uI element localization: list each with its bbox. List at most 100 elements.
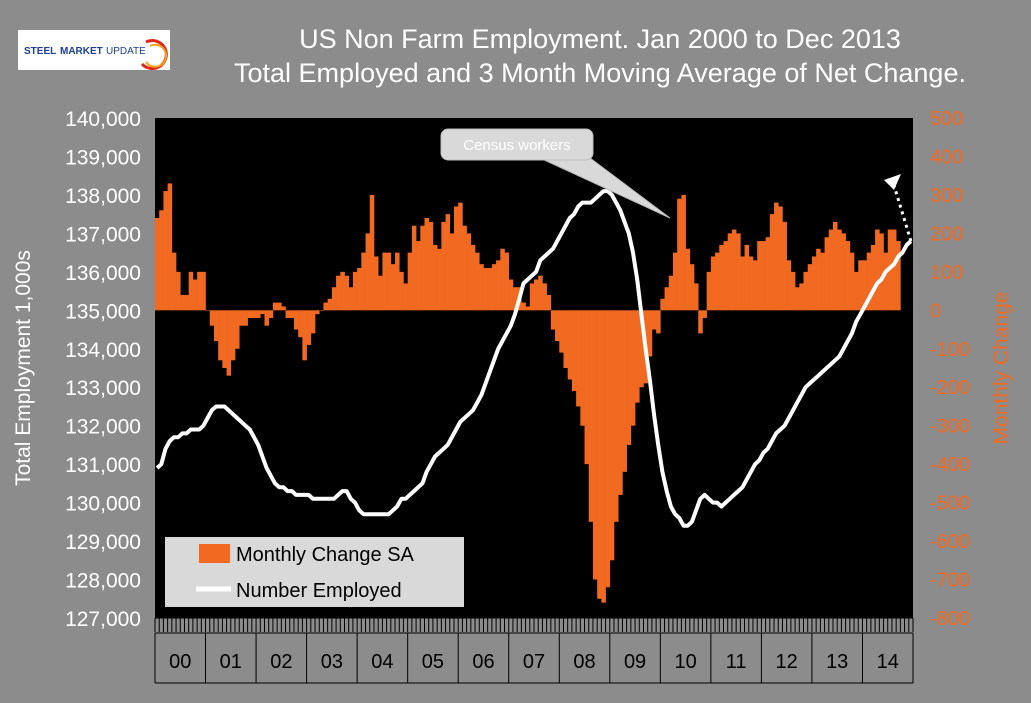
monthly-change-bar [795,287,800,311]
year-label: 02 [270,651,292,673]
monthly-change-bar [559,310,564,353]
left-tick-label: 138,000 [65,185,141,208]
monthly-change-bar [281,306,286,311]
monthly-change-bar [820,252,825,311]
left-axis-title: Total Employment 1,000s [12,250,35,486]
monthly-change-bar [626,310,632,445]
monthly-change-bar [411,225,417,311]
monthly-change-bar [403,283,408,311]
monthly-change-bar [466,233,472,311]
monthly-change-bar [310,310,316,334]
year-label: 07 [523,651,545,673]
monthly-change-bar [424,218,430,311]
monthly-change-bar [251,310,257,318]
right-tick-label: 500 [930,108,963,130]
monthly-change-bar [293,310,299,330]
monthly-change-bar [512,287,518,311]
monthly-change-bar [487,268,493,311]
monthly-change-bar [896,241,901,311]
monthly-change-bar [710,256,716,311]
monthly-change-bar [348,287,354,311]
monthly-change-bar [475,252,480,311]
left-tick-label: 132,000 [65,416,141,439]
year-label: 11 [726,651,747,673]
monthly-change-bar [222,310,227,368]
monthly-change-bar [395,252,400,311]
monthly-change-bar [891,229,897,311]
monthly-change-bar [782,221,787,311]
monthly-change-bar [373,256,379,311]
right-axis-title: Monthly Change [990,292,1013,445]
monthly-change-bar [555,310,560,342]
legend-bar-label: Monthly Change SA [236,544,415,566]
monthly-change-bar [264,310,269,326]
left-tick-label: 139,000 [65,146,141,169]
monthly-change-bar [614,310,619,522]
monthly-change-bar [752,260,758,311]
monthly-change-bar [656,310,661,334]
monthly-change-bar [841,233,846,311]
monthly-change-bar [344,275,350,311]
monthly-change-bar [588,310,594,522]
monthly-change-bar [702,310,707,318]
monthly-change-bar [235,310,240,349]
monthly-change-bar [176,271,181,311]
monthly-change-bar [336,275,341,311]
monthly-change-bar [352,271,358,311]
projection-dotted-line [891,181,913,242]
logo-swoosh-icon: STEEL MARKET UPDATE [24,39,168,70]
year-label: 14 [877,651,899,673]
right-tick-label: -100 [930,339,970,361]
year-label: 08 [573,651,595,673]
monthly-change-bar [883,252,889,311]
monthly-change-bar [315,310,320,315]
monthly-change-bar [479,264,484,311]
monthly-change-bar [866,252,872,311]
monthly-change-bar [432,244,438,311]
steel-market-update-logo: STEEL MARKET UPDATE [18,30,170,70]
monthly-change-bar [816,248,821,311]
monthly-change-bar [757,241,762,311]
monthly-change-bar [563,310,568,368]
monthly-change-bar [192,279,198,311]
monthly-change-bar [180,294,185,311]
monthly-change-bar [731,229,737,311]
monthly-change-bar [761,241,766,311]
monthly-change-bar [875,229,880,311]
monthly-change-bar [407,252,413,311]
monthly-change-bar [803,271,809,311]
right-tick-label: -700 [930,570,970,592]
monthly-change-bar [390,264,396,311]
monthly-change-bar [845,241,851,311]
monthly-change-bar [458,202,463,311]
year-label: 09 [624,651,646,673]
monthly-change-bar [744,244,750,311]
monthly-change-bar [635,310,640,403]
monthly-change-bar [832,221,838,311]
monthly-change-bar [715,252,720,311]
year-label: 04 [371,651,393,673]
number-employed-line [155,189,913,528]
monthly-change-bar [660,298,665,311]
right-tick-label: 300 [930,185,963,207]
monthly-change-bar [298,310,303,338]
monthly-change-bar [453,206,459,311]
year-label: 10 [674,651,696,673]
left-tick-label: 131,000 [65,454,141,477]
monthly-change-bar [854,271,859,311]
left-tick-label: 133,000 [65,377,141,400]
monthly-change-bar [428,221,434,311]
svg-text:STEEL: STEEL [24,46,56,57]
monthly-change-bar [243,310,248,326]
right-tick-label: -300 [930,416,970,438]
monthly-change-bar [420,225,425,311]
monthly-change-bar [542,283,547,311]
monthly-change-bar [437,248,442,311]
monthly-change-bar [546,294,552,311]
monthly-change-bar [285,310,291,318]
monthly-change-bar [630,310,636,426]
left-tick-label: 136,000 [65,262,141,285]
monthly-change-bar [647,310,653,357]
monthly-change-bar [689,264,695,311]
left-tick-label: 127,000 [65,608,141,631]
